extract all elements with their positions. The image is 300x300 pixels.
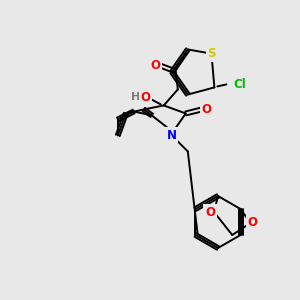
Text: N: N: [167, 129, 177, 142]
Text: O: O: [205, 206, 215, 218]
Text: O: O: [151, 59, 161, 72]
Text: H: H: [131, 92, 140, 102]
Text: O: O: [141, 91, 151, 104]
Text: Cl: Cl: [233, 78, 246, 91]
Text: O: O: [248, 217, 257, 230]
Text: O: O: [202, 103, 212, 116]
Text: S: S: [207, 47, 216, 60]
